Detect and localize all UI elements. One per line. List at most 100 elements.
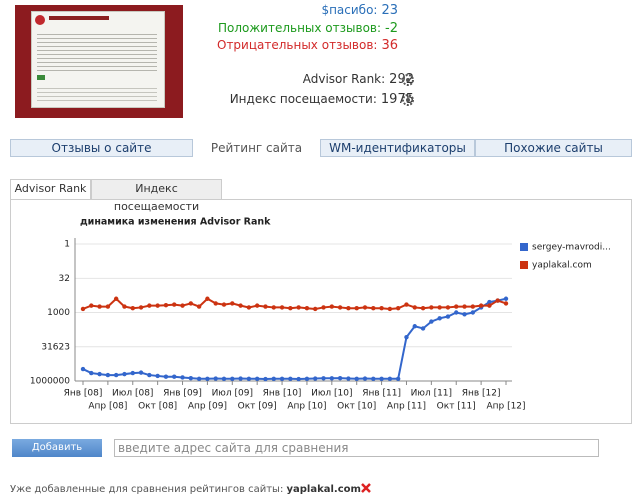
point bbox=[113, 296, 119, 301]
point bbox=[271, 305, 276, 310]
added-site[interactable]: yaplakal.com bbox=[286, 484, 361, 495]
tab-active[interactable]: Рейтинг сайта bbox=[193, 139, 320, 157]
point bbox=[387, 306, 393, 312]
point bbox=[462, 304, 467, 309]
stat: Положительных отзывов: -2 bbox=[218, 21, 398, 36]
point bbox=[205, 296, 210, 301]
x-tick-label: Июл [11] bbox=[411, 389, 452, 399]
point bbox=[230, 301, 235, 306]
point bbox=[122, 371, 127, 377]
x-tick-label: Апр [08] bbox=[88, 402, 127, 412]
point bbox=[321, 376, 326, 381]
point bbox=[487, 299, 492, 305]
point bbox=[313, 306, 318, 312]
point bbox=[371, 306, 376, 311]
stat-value: 36 bbox=[381, 38, 398, 53]
point bbox=[420, 306, 426, 311]
point bbox=[196, 304, 202, 309]
x-tick-label: Янв [09] bbox=[163, 389, 202, 399]
remove-icon[interactable] bbox=[361, 483, 371, 493]
x-tick-label: Июл [10] bbox=[311, 389, 352, 399]
chart: динамика изменения Advisor Rank 1 32 1000 3… bbox=[10, 199, 632, 424]
point bbox=[379, 306, 384, 311]
point bbox=[503, 301, 509, 306]
point bbox=[138, 305, 144, 310]
point bbox=[155, 373, 160, 379]
x-tick-label: Янв [11] bbox=[362, 389, 401, 399]
point bbox=[238, 303, 243, 308]
point bbox=[105, 372, 111, 378]
x-tick-label: Апр [09] bbox=[188, 402, 227, 412]
x-tick-label: Апр [10] bbox=[287, 402, 326, 412]
x-tick-label: Янв [10] bbox=[263, 389, 302, 399]
point bbox=[147, 372, 152, 378]
point bbox=[138, 370, 144, 375]
x-tick-label: Апр [12] bbox=[486, 402, 525, 412]
series-line bbox=[82, 297, 507, 310]
x-tick-label: Окт [09] bbox=[238, 402, 277, 412]
stat: Индекс посещаемости: 1975 bbox=[230, 92, 414, 107]
point bbox=[329, 376, 335, 381]
point bbox=[238, 376, 243, 381]
x-tick-label: Окт [08] bbox=[138, 402, 177, 412]
point bbox=[254, 303, 260, 308]
info-icon[interactable] bbox=[402, 74, 414, 86]
point bbox=[288, 306, 293, 311]
added-label: Уже добавленные для сравнения рейтингов … bbox=[10, 484, 284, 495]
point bbox=[321, 305, 326, 310]
x-tick-label: Окт [10] bbox=[337, 402, 376, 412]
point bbox=[213, 301, 218, 306]
point bbox=[371, 376, 376, 381]
point bbox=[221, 302, 227, 307]
point bbox=[412, 324, 417, 329]
stat-label: Отрицательных отзывов: bbox=[217, 38, 378, 52]
point bbox=[337, 305, 343, 310]
site-input[interactable]: введите адрес сайта для сравнения bbox=[114, 439, 599, 457]
info-icon[interactable] bbox=[402, 94, 414, 106]
point bbox=[445, 314, 451, 319]
point bbox=[246, 376, 252, 381]
site-thumbnail bbox=[15, 5, 183, 118]
chart-frame bbox=[10, 199, 632, 424]
x-tick-label: Апр [11] bbox=[387, 402, 426, 412]
point bbox=[470, 310, 476, 315]
subtab-active[interactable]: Advisor Rank bbox=[10, 179, 91, 199]
point bbox=[163, 303, 169, 308]
point bbox=[205, 376, 210, 381]
subtab[interactable]: Индекс посещаемости bbox=[91, 179, 222, 213]
tab[interactable]: Похожие сайты bbox=[475, 139, 632, 157]
legend-swatch bbox=[520, 243, 528, 251]
point bbox=[346, 376, 351, 381]
point bbox=[279, 305, 285, 310]
point bbox=[454, 304, 459, 309]
series-line bbox=[82, 297, 507, 381]
tab[interactable]: Отзывы о сайте bbox=[10, 139, 193, 157]
stat-label: Положительных отзывов: bbox=[217, 21, 382, 35]
point bbox=[263, 376, 268, 382]
x-tick-label: Янв [08] bbox=[64, 389, 103, 399]
point bbox=[213, 376, 218, 381]
point bbox=[379, 376, 384, 381]
point bbox=[89, 370, 94, 376]
x-tick-label: Янв [12] bbox=[462, 389, 501, 399]
point bbox=[180, 303, 185, 308]
y-tick-label: 31623 bbox=[41, 342, 70, 352]
point bbox=[254, 376, 260, 381]
point bbox=[271, 376, 276, 381]
point bbox=[188, 375, 194, 381]
tab[interactable]: WM-идентификаторы bbox=[320, 139, 475, 157]
y-tick-label: 1000000 bbox=[30, 377, 70, 387]
point bbox=[437, 316, 442, 321]
point bbox=[89, 303, 94, 308]
point bbox=[246, 305, 252, 310]
point bbox=[362, 376, 368, 381]
point bbox=[304, 376, 310, 381]
point bbox=[362, 305, 368, 310]
point bbox=[130, 370, 135, 376]
y-tick-label: 32 bbox=[59, 274, 70, 284]
point bbox=[495, 298, 500, 303]
legend-label: sergey-mavrodi... bbox=[532, 243, 611, 253]
add-button[interactable]: Добавить bbox=[12, 439, 102, 457]
point bbox=[221, 376, 227, 381]
